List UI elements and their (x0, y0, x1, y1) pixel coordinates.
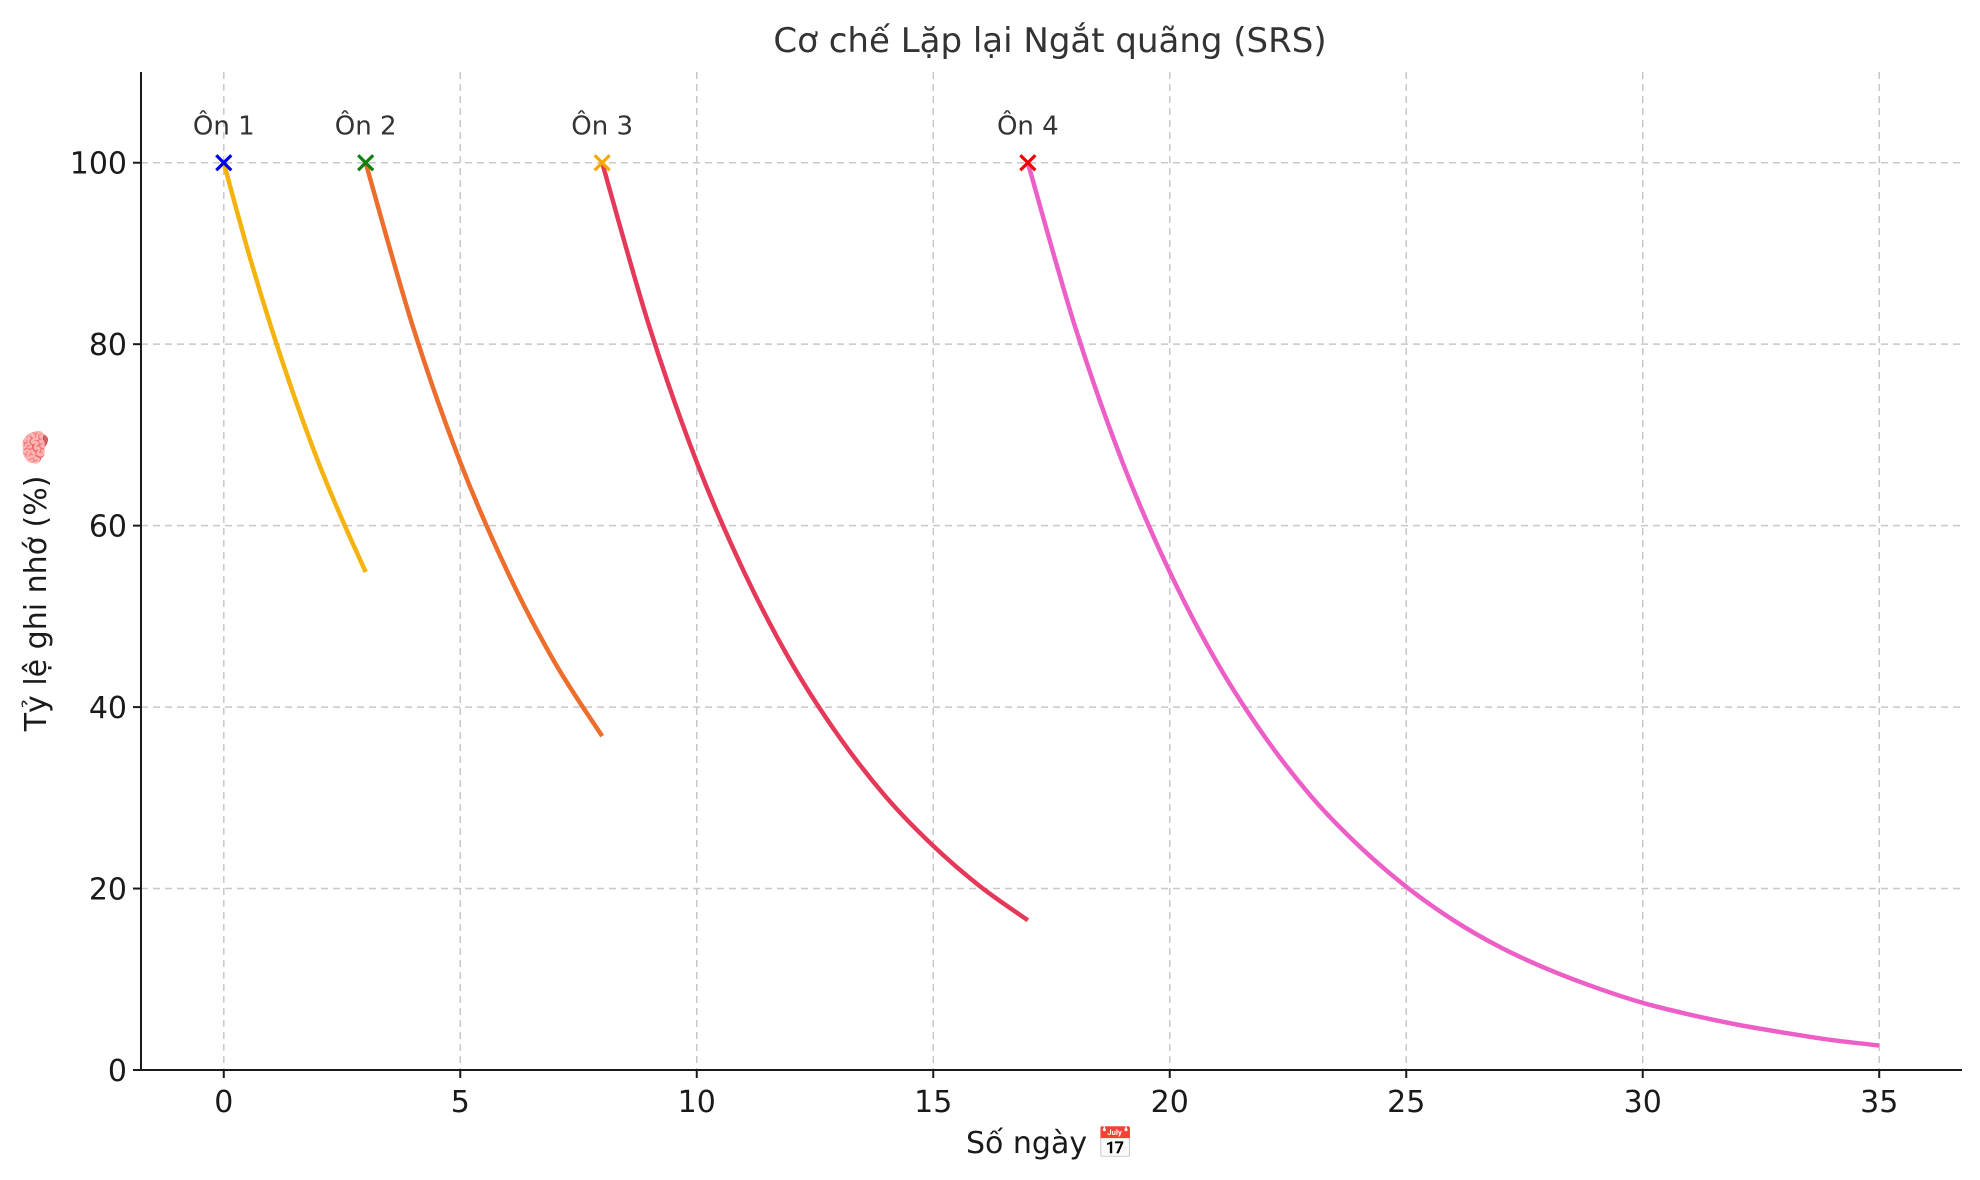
y-axis-label: Tỷ lệ ghi nhớ (%) 🧠 (19, 429, 54, 733)
review-marker-4 (1019, 154, 1037, 172)
marker-stroke (593, 154, 611, 172)
y-tick-label: 20 (89, 873, 127, 908)
y-tick-label: 80 (89, 328, 127, 363)
grid (141, 72, 1962, 1071)
axes: 0 5 10 15 20 25 30 35 0 20 40 60 80 100 (70, 72, 1962, 1120)
series-line-4 (1025, 162, 1880, 1048)
review-label-3: Ôn 3 (571, 110, 633, 142)
x-tick-label: 30 (1624, 1085, 1662, 1120)
marker-stroke (1019, 154, 1037, 172)
review-label-4: Ôn 4 (997, 110, 1059, 142)
series-group (221, 162, 1880, 1048)
y-tick-label: 40 (89, 691, 127, 726)
review-marker-1 (215, 154, 233, 172)
x-tick-label: 35 (1860, 1085, 1898, 1120)
review-label-1: Ôn 1 (193, 110, 255, 142)
marker-stroke (215, 154, 233, 172)
y-tick-label: 0 (108, 1054, 127, 1089)
x-tick-label: 20 (1151, 1085, 1189, 1120)
series-line-3 (599, 162, 1030, 923)
series-line-1 (221, 162, 368, 573)
x-tick-label: 0 (214, 1085, 233, 1120)
x-tick-label: 25 (1387, 1085, 1425, 1120)
x-tick-label: 15 (914, 1085, 952, 1120)
x-axis-label: Số ngày 📅 (966, 1125, 1134, 1161)
chart-title: Cơ chế Lặp lại Ngắt quãng (SRS) (773, 21, 1326, 61)
x-tick-label: 10 (678, 1085, 716, 1120)
y-tick-label: 60 (89, 510, 127, 545)
y-tick-label: 100 (70, 147, 127, 182)
marker-stroke (357, 154, 375, 172)
review-label-2: Ôn 2 (335, 110, 397, 142)
review-marker-3 (593, 154, 611, 172)
x-tick-label: 5 (451, 1085, 470, 1120)
series-line-2 (363, 162, 605, 738)
marker-group: Ôn 1 Ôn 2 Ôn 3 Ôn 4 (193, 110, 1059, 172)
review-marker-2 (357, 154, 375, 172)
